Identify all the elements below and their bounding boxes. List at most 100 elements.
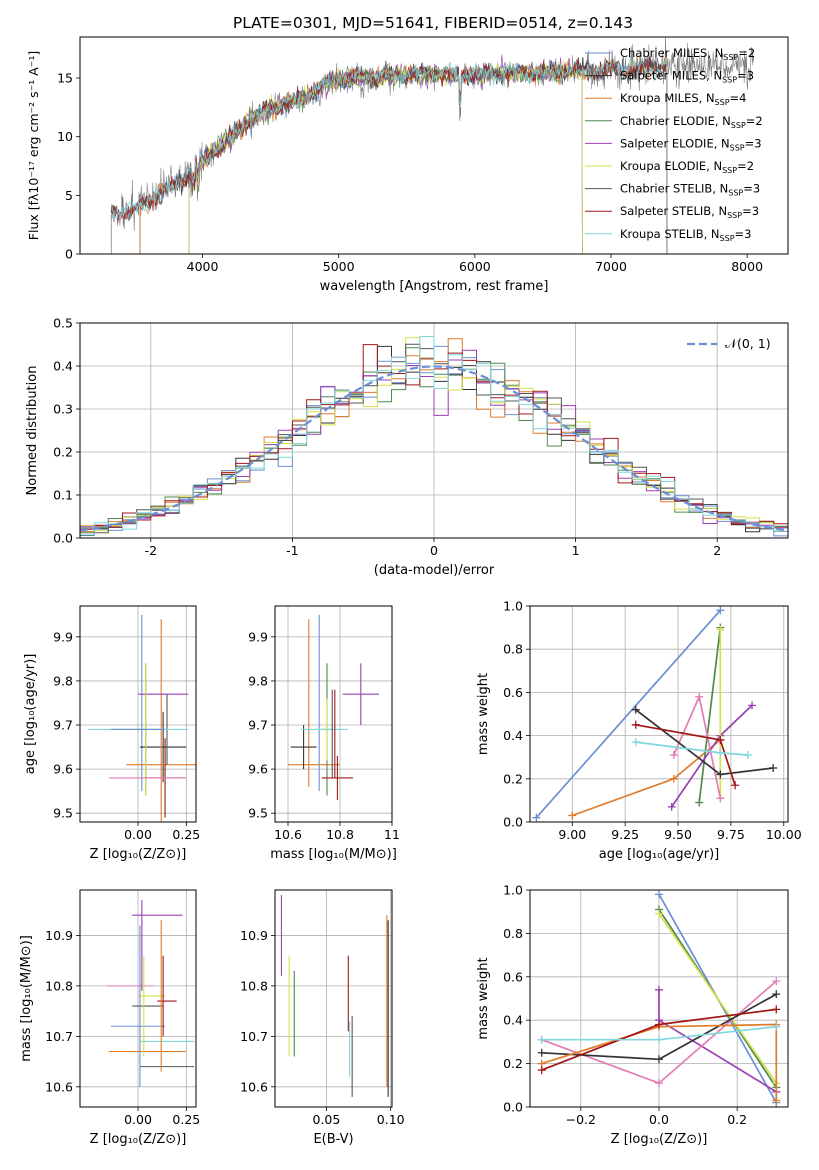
x-axis-label: E(B-V) [313,1132,353,1147]
weight-marker [655,1079,663,1088]
weight-marker [772,977,781,986]
weight-marker [631,738,640,747]
legend-sub: SSP [728,189,743,198]
y-axis-label: Flux [fλ10⁻¹⁷ erg cm⁻² s⁻¹ A⁻¹] [26,51,41,240]
y-tick-label: 0.4 [503,1013,523,1028]
model-spectrum-6 [110,56,668,254]
legend-entry: Salpeter STELIB, NSSP=3 [620,204,759,220]
weight-marker [772,1096,781,1105]
legend-sub: SSP [722,76,737,85]
legend-tail: =3 [735,227,752,241]
plot-area [107,900,195,1087]
y-tick-label: 0.8 [503,926,523,941]
y-tick-label: 0.2 [503,1056,523,1071]
gaussian-curve [80,365,788,532]
y-tick-label: 0.0 [503,815,523,830]
legend-entry: Chabrier ELODIE, NSSP=2 [620,114,763,130]
y-tick-label: 0.4 [53,359,73,374]
x-tick-label: 9.00 [558,827,586,842]
weight-marker [769,764,778,772]
x-tick-label: 0 [430,543,438,558]
y-tick-label: 10.6 [45,1079,73,1094]
y-tick-label: 10.7 [240,1029,268,1044]
y-tick-label: 9.8 [248,673,268,688]
weight-marker [655,985,663,994]
y-tick-label: 9.7 [53,718,73,733]
x-axis-label: wavelength [Angstrom, rest frame] [320,279,549,294]
y-axis-label: mass weight [476,957,491,1039]
model-spectrum-8 [110,55,668,254]
x-axis-label: Z [log₁₀(Z/Z⊙)] [611,1132,708,1147]
weight-marker [655,1020,663,1029]
plot-area [87,614,196,822]
weight-marker [772,1022,781,1031]
weight-marker [537,1035,546,1044]
y-axis-label: Normed distribution [25,366,40,496]
y-tick-label: 10 [57,129,73,144]
figure-title: PLATE=0301, MJD=51641, FIBERID=0514, z=0… [233,14,633,32]
legend-text: Chabrier STELIB, N [620,182,728,196]
x-tick-label: 0.25 [172,827,200,842]
weight-line-2 [698,627,722,803]
axes-frame [529,605,789,823]
x-tick-label: 10.8 [326,827,354,842]
x-tick-label: −0.2 [566,1112,596,1127]
weight-marker [716,794,725,803]
weight-marker [743,751,752,760]
weight-marker [695,692,704,701]
axes-frame [79,605,197,823]
weight-marker [716,606,725,615]
legend-text: Kroupa ELODIE, N [620,159,722,173]
y-tick-label: 15 [57,71,73,86]
x-tick-label: 0.10 [377,1112,405,1127]
axes-frame [274,605,393,823]
legend-entry: Salpeter MILES, NSSP=3 [620,69,754,85]
weight-line-0 [535,609,721,819]
y-tick-label: 10.8 [45,978,73,993]
y-tick-label: 0.3 [53,402,73,417]
weight-marker [669,751,678,760]
histogram-8 [80,336,788,536]
weight-marker [631,705,640,714]
legend-tail: =2 [738,46,755,60]
legend-sub: SSP [730,143,745,152]
axes-frame [274,889,393,1108]
legend-entry: Kroupa ELODIE, NSSP=2 [620,159,754,175]
legend-tail: =3 [737,69,754,83]
weight-marker [772,1005,781,1014]
legend-sub: SSP [720,234,735,243]
weight-marker [655,1055,663,1064]
weight-marker [772,990,781,999]
y-tick-label: 9.7 [248,718,268,733]
x-tick-label: 10.00 [766,827,802,842]
axes-frame [79,36,789,255]
weight-marker [655,909,663,918]
legend-tail: =4 [730,91,747,105]
weight-marker [716,770,725,779]
x-tick-label: 0.25 [172,1112,200,1127]
y-tick-label: 10.8 [240,978,268,993]
y-tick-label: 9.8 [53,673,73,688]
y-axis-label: mass [log₁₀(M/M⊙)] [19,935,34,1062]
axes-frame [529,889,789,1108]
data-spectrum [111,37,754,231]
y-tick-label: 10.9 [45,928,73,943]
legend-entry-gauss: 𝒩(0, 1) [725,336,771,351]
x-tick-label: 5000 [323,259,355,274]
y-tick-label: 0.4 [503,728,523,743]
weight-marker [667,802,676,811]
plot-area [537,890,781,1107]
x-tick-label: 9.25 [611,827,639,842]
legend-entry: Kroupa MILES, NSSP=4 [620,91,746,107]
x-tick-label: 9.75 [717,827,745,842]
legend-entry: Salpeter ELODIE, NSSP=3 [620,136,762,152]
y-tick-label: 9.9 [53,629,73,644]
y-axis-label: age [log₁₀(age/yr)] [23,654,38,775]
x-tick-label: 2 [713,543,721,558]
y-tick-label: 0.0 [53,531,73,546]
weight-marker [669,774,678,783]
legend-sub: SSP [727,211,742,220]
y-tick-label: 9.9 [248,629,268,644]
y-tick-label: 9.5 [248,806,268,821]
